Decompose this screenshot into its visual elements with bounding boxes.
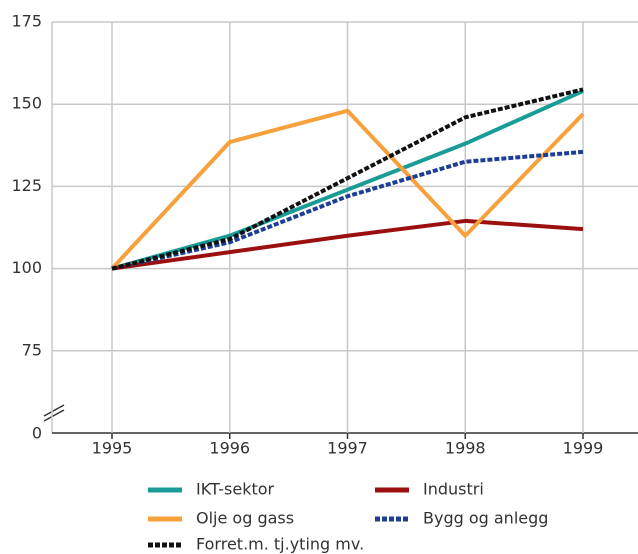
series-line xyxy=(111,218,584,271)
y-tick-label: 175 xyxy=(11,12,42,31)
series-line xyxy=(111,149,584,271)
y-tick-label: 150 xyxy=(11,94,42,113)
x-tick-label: 1997 xyxy=(327,439,368,458)
y-break-label: 0 xyxy=(32,424,42,443)
y-tick-label: 125 xyxy=(11,176,42,195)
legend-label: Olje og gass xyxy=(196,509,294,528)
axis-break xyxy=(43,404,65,417)
y-tick-label: 75 xyxy=(22,340,42,359)
axis-break xyxy=(43,409,65,422)
series-line xyxy=(111,87,584,271)
x-tick-label: 1995 xyxy=(92,439,133,458)
legend-label: Industri xyxy=(423,480,484,499)
series-line xyxy=(111,89,584,271)
legend-label: Bygg og anlegg xyxy=(423,509,548,528)
x-tick-label: 1996 xyxy=(209,439,250,458)
x-tick-label: 1999 xyxy=(563,439,604,458)
legend-label: Forret.m. tj.yting mv. xyxy=(196,535,364,554)
x-tick-label: 1998 xyxy=(445,439,486,458)
series-line xyxy=(110,108,585,270)
y-tick-label: 100 xyxy=(11,258,42,277)
legend-label: IKT-sektor xyxy=(196,480,275,499)
